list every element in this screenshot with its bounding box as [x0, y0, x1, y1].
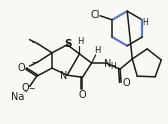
Text: O: O: [18, 63, 25, 73]
Text: O: O: [79, 90, 86, 100]
Text: –: –: [32, 38, 36, 47]
Text: Na: Na: [11, 92, 24, 102]
Text: H: H: [142, 18, 148, 27]
Text: –: –: [32, 59, 36, 67]
Text: N: N: [60, 71, 68, 81]
Text: ⁺: ⁺: [24, 89, 28, 98]
Text: O: O: [122, 78, 130, 88]
Text: S: S: [65, 39, 72, 49]
Text: Cl: Cl: [90, 10, 100, 20]
Text: H: H: [77, 37, 84, 46]
Text: H: H: [110, 62, 116, 71]
Text: −: −: [28, 84, 35, 93]
Text: H: H: [95, 46, 101, 55]
Text: O: O: [22, 83, 29, 93]
Text: N: N: [104, 59, 112, 69]
